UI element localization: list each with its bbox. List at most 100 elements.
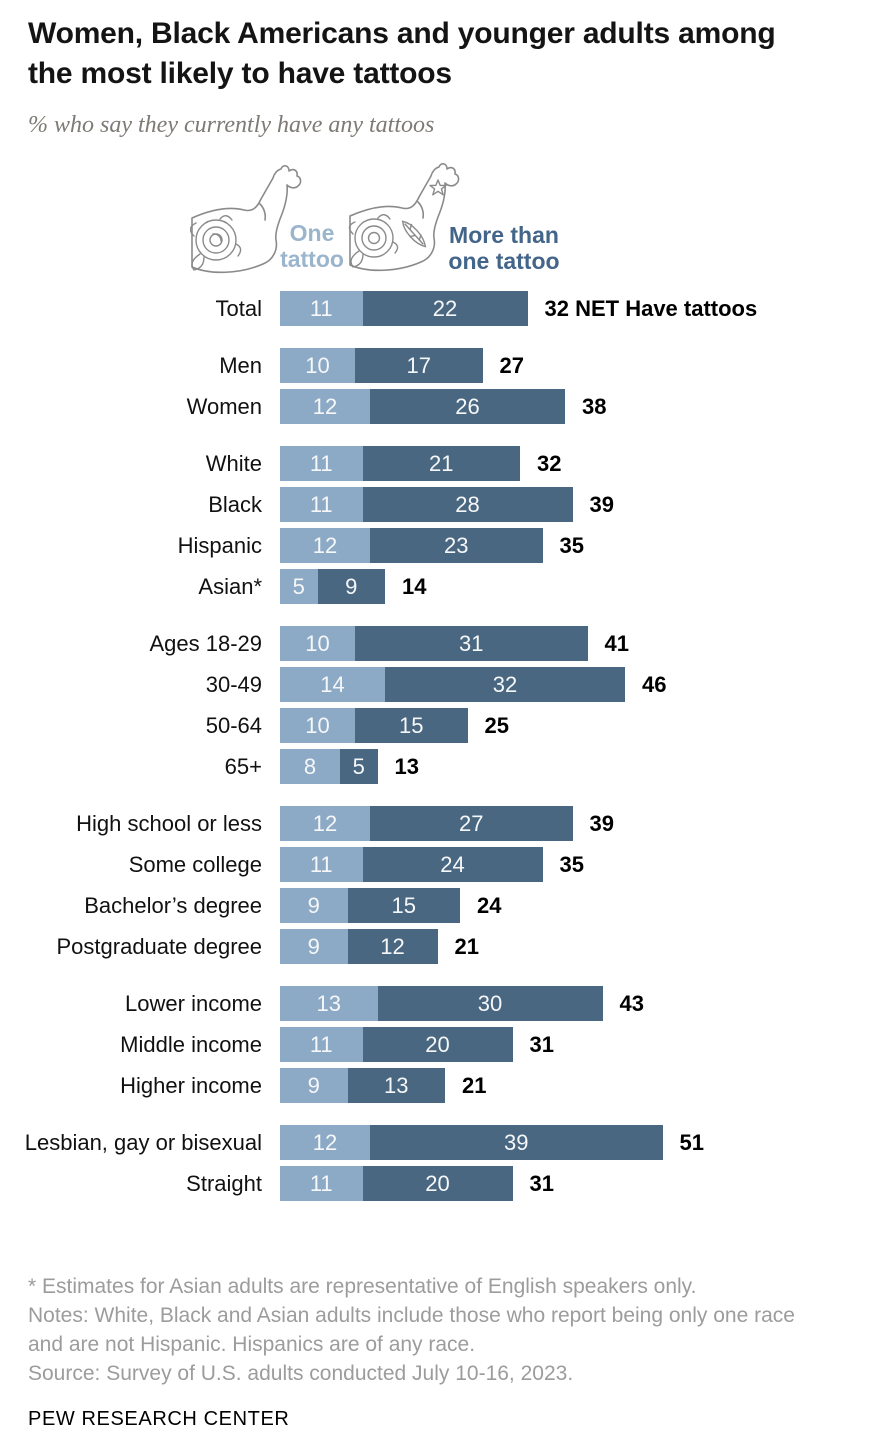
one-tattoo-segment: 5 <box>280 569 318 604</box>
row-label: 65+ <box>224 753 262 779</box>
bar-group-gender: Men 10 17 27 Women 12 26 38 <box>0 348 892 424</box>
net-value-label: 32 NET Have tattoos <box>544 295 758 321</box>
one-tattoo-segment: 9 <box>280 1068 348 1103</box>
more-than-one-tattoo-segment: 27 <box>370 806 573 841</box>
row-label: Some college <box>128 851 262 877</box>
pew-research-center-wordmark: PEW RESEARCH CENTER <box>28 1408 290 1430</box>
more-than-one-tattoo-segment: 30 <box>377 986 603 1021</box>
one-tattoo-segment: 12 <box>280 528 370 563</box>
one-tattoo-segment: 12 <box>280 389 370 424</box>
more-than-one-tattoo-segment: 31 <box>355 626 588 661</box>
stacked-bar-chart: Total 11 22 32 NET Have tattoos Men 10 17 27 Wom… <box>0 291 892 1223</box>
net-value-label: 39 <box>589 810 614 836</box>
net-value-label: 41 <box>604 630 629 656</box>
net-value-label: 39 <box>589 491 614 517</box>
more-than-one-tattoo-segment: 5 <box>340 749 378 784</box>
row-label: 30-49 <box>205 671 262 697</box>
footnote-notes: Notes: White, Black and Asian adults inc… <box>28 1304 795 1356</box>
more-than-one-tattoo-segment: 12 <box>347 929 438 964</box>
net-value-label: 31 <box>529 1170 554 1196</box>
bar-row: Black 11 28 39 <box>0 487 892 522</box>
bar-row: Middle income 11 20 31 <box>0 1027 892 1062</box>
row-label: Postgraduate degree <box>56 933 263 959</box>
more-than-one-tattoo-segment: 23 <box>370 528 543 563</box>
bar-row: Some college 11 24 35 <box>0 847 892 882</box>
bar-row: Total 11 22 32 NET Have tattoos <box>0 291 892 326</box>
net-value-label: 43 <box>619 990 644 1016</box>
more-than-one-tattoo-segment: 21 <box>362 446 520 481</box>
more-than-one-tattoo-segment: 32 <box>385 667 625 702</box>
one-tattoo-segment: 11 <box>280 487 363 522</box>
bar-row: Postgraduate degree 9 12 21 <box>0 929 892 964</box>
net-value-label: 38 <box>582 393 607 419</box>
row-label: Black <box>208 491 262 517</box>
legend-label-more-than-one-tattoo: More than one tattoo <box>448 222 560 274</box>
bar-group-sexual-orientation: Lesbian, gay or bisexual 12 39 51 Straight 11… <box>0 1125 892 1201</box>
more-than-one-tattoo-segment: 9 <box>317 569 385 604</box>
one-tattoo-segment: 13 <box>280 986 378 1021</box>
one-tattoo-segment: 11 <box>280 1166 363 1201</box>
one-tattoo-segment: 11 <box>280 446 363 481</box>
one-tattoo-segment: 11 <box>280 1027 363 1062</box>
footnote-source: Source: Survey of U.S. adults conducted … <box>28 1362 574 1385</box>
row-label: Straight <box>186 1170 262 1196</box>
one-tattoo-arm-icon <box>190 165 302 274</box>
row-label: 50-64 <box>205 712 262 738</box>
more-than-one-tattoo-segment: 17 <box>355 348 483 383</box>
more-than-one-tattoo-segment: 28 <box>362 487 573 522</box>
bar-row: Women 12 26 38 <box>0 389 892 424</box>
one-tattoo-segment: 10 <box>280 348 355 383</box>
chart-legend: One tattoo More than one <box>0 158 892 292</box>
more-than-one-tattoo-segment: 13 <box>347 1068 445 1103</box>
more-than-one-tattoo-segment: 22 <box>362 291 528 326</box>
net-value-label: 35 <box>559 532 584 558</box>
more-than-one-tattoo-segment: 15 <box>355 708 468 743</box>
bar-group-age: Ages 18-29 10 31 41 30-49 14 32 46 50-64 10 15 25 65… <box>0 626 892 784</box>
more-than-one-tattoo-segment: 20 <box>362 1027 513 1062</box>
bar-row: 65+ 8 5 13 <box>0 749 892 784</box>
row-label: Women <box>186 393 262 419</box>
multiple-tattoos-arm-icon <box>348 163 460 272</box>
bar-row: Hispanic 12 23 35 <box>0 528 892 563</box>
bar-row: Asian* 5 9 14 <box>0 569 892 604</box>
row-label: Ages 18-29 <box>149 630 262 656</box>
net-value-label: 14 <box>402 573 427 599</box>
more-than-one-tattoo-segment: 20 <box>362 1166 513 1201</box>
bar-row: Straight 11 20 31 <box>0 1166 892 1201</box>
more-than-one-tattoo-segment: 24 <box>362 847 543 882</box>
bar-row: Men 10 17 27 <box>0 348 892 383</box>
net-value-label: 46 <box>642 671 667 697</box>
row-label: Total <box>215 295 262 321</box>
one-tattoo-segment: 11 <box>280 847 363 882</box>
one-tattoo-segment: 12 <box>280 1125 370 1160</box>
more-than-one-tattoo-segment: 39 <box>370 1125 663 1160</box>
page-title-line-2: the most likely to have tattoos <box>28 56 452 90</box>
bar-row: Lesbian, gay or bisexual 12 39 51 <box>0 1125 892 1160</box>
row-label: Lesbian, gay or bisexual <box>24 1129 262 1155</box>
footnote-asterisk: * Estimates for Asian adults are represe… <box>28 1275 697 1298</box>
one-tattoo-segment: 9 <box>280 888 348 923</box>
net-value-label: 31 <box>529 1031 554 1057</box>
one-tattoo-segment: 14 <box>280 667 385 702</box>
bar-row: 50-64 10 15 25 <box>0 708 892 743</box>
bar-row: Lower income 13 30 43 <box>0 986 892 1021</box>
row-label: Higher income <box>120 1072 262 1098</box>
row-label: Lower income <box>125 990 262 1016</box>
bar-row: White 11 21 32 <box>0 446 892 481</box>
net-value-label: 27 <box>499 352 524 378</box>
more-than-one-tattoo-segment: 15 <box>347 888 460 923</box>
bar-group-income: Lower income 13 30 43 Middle income 11 20 31 Hig… <box>0 986 892 1103</box>
legend-label-one-tattoo: One tattoo <box>280 220 344 272</box>
bar-row: Higher income 9 13 21 <box>0 1068 892 1103</box>
net-value-label: 35 <box>559 851 584 877</box>
net-value-label: 21 <box>454 933 479 959</box>
footnotes: * Estimates for Asian adults are represe… <box>28 1272 818 1388</box>
bar-row: 30-49 14 32 46 <box>0 667 892 702</box>
row-label: Middle income <box>120 1031 262 1057</box>
net-value-label: 25 <box>484 712 509 738</box>
bar-row: Bachelor’s degree 9 15 24 <box>0 888 892 923</box>
row-label: White <box>205 450 262 476</box>
bar-row: High school or less 12 27 39 <box>0 806 892 841</box>
bar-group-education: High school or less 12 27 39 Some college 11 2… <box>0 806 892 964</box>
